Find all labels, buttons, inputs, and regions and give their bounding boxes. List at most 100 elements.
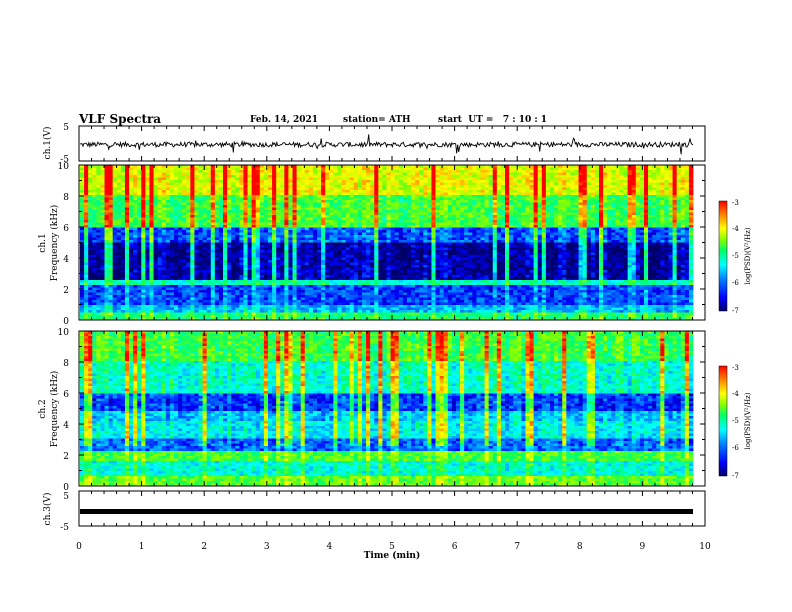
spectrogram-cell bbox=[105, 198, 109, 201]
spectrogram-cell bbox=[170, 210, 174, 213]
spectrogram-cell bbox=[513, 208, 517, 211]
spectrogram-cell bbox=[505, 240, 509, 243]
spectrogram-cell bbox=[297, 170, 301, 173]
spectrogram-cell bbox=[574, 240, 578, 243]
spectrogram-cell bbox=[194, 235, 198, 238]
spectrogram-cell bbox=[137, 245, 141, 248]
spectrogram-cell bbox=[574, 200, 578, 203]
spectrogram-cell bbox=[113, 225, 117, 228]
spectrogram-cell bbox=[579, 175, 583, 178]
spectrogram-cell bbox=[243, 170, 247, 173]
spectrogram-cell bbox=[256, 175, 260, 178]
spectrogram-cell bbox=[276, 223, 280, 226]
spectrogram-cell bbox=[632, 175, 636, 178]
spectrogram-cell bbox=[288, 183, 292, 186]
spectrogram-cell bbox=[149, 218, 153, 221]
spectrogram-cell bbox=[444, 198, 448, 201]
spectrogram-cell bbox=[681, 180, 685, 183]
spectrogram-cell bbox=[436, 210, 440, 213]
spectrogram-cell bbox=[542, 180, 546, 183]
spectrogram-cell bbox=[243, 248, 247, 251]
spectrogram-cell bbox=[358, 240, 362, 243]
spectrogram-cell bbox=[166, 180, 170, 183]
spectrogram-cell bbox=[170, 203, 174, 206]
spectrogram-cell bbox=[239, 215, 243, 218]
spectrogram-cell bbox=[105, 183, 109, 186]
spectrogram-cell bbox=[615, 185, 619, 188]
spectrogram-cell bbox=[664, 233, 668, 236]
spectrogram-cell bbox=[456, 168, 460, 171]
spectrogram-cell bbox=[260, 215, 264, 218]
spectrogram-cell bbox=[468, 213, 472, 216]
spectrogram-cell bbox=[92, 215, 96, 218]
spectrogram-cell bbox=[570, 188, 574, 191]
spectrogram-cell bbox=[603, 233, 607, 236]
spectrogram-cell bbox=[436, 168, 440, 171]
spectrogram-cell bbox=[145, 203, 149, 206]
spectrogram-cell bbox=[199, 213, 203, 216]
spectrogram-cell bbox=[346, 195, 350, 198]
spectrogram-cell bbox=[305, 188, 309, 191]
spectrogram-cell bbox=[505, 183, 509, 186]
spectrogram-cell bbox=[660, 170, 664, 173]
spectrogram-cell bbox=[219, 213, 223, 216]
spectrogram-cell bbox=[215, 173, 219, 176]
spectrogram-cell bbox=[256, 188, 260, 191]
spectrogram-cell bbox=[493, 228, 497, 231]
spectrogram-cell bbox=[129, 185, 133, 188]
spectrogram-cell bbox=[141, 198, 145, 201]
spectrogram-cell bbox=[223, 170, 227, 173]
spectrogram-cell bbox=[542, 233, 546, 236]
spectrogram-cell bbox=[350, 225, 354, 228]
spectrogram-cell bbox=[681, 195, 685, 198]
spectrogram-cell bbox=[566, 238, 570, 241]
spectrogram-cell bbox=[619, 175, 623, 178]
spectrogram-cell bbox=[399, 180, 403, 183]
spectrogram-cell bbox=[105, 240, 109, 243]
spectrogram-cell bbox=[444, 190, 448, 193]
spectrogram-cell bbox=[276, 200, 280, 203]
spectrogram-cell bbox=[211, 240, 215, 243]
spectrogram-cell bbox=[133, 178, 137, 181]
spectrogram-cell bbox=[513, 230, 517, 233]
spectrogram-cell bbox=[342, 195, 346, 198]
spectrogram-cell bbox=[358, 235, 362, 238]
spectrogram-cell bbox=[615, 218, 619, 221]
spectrogram-cell bbox=[92, 243, 96, 246]
spectrogram-cell bbox=[574, 230, 578, 233]
spectrogram-cell bbox=[505, 173, 509, 176]
spectrogram-cell bbox=[493, 243, 497, 246]
spectrogram-cell bbox=[452, 210, 456, 213]
spectrogram-cell bbox=[652, 178, 656, 181]
spectrogram-cell bbox=[382, 188, 386, 191]
spectrogram-cell bbox=[427, 200, 431, 203]
spectrogram-cell bbox=[603, 178, 607, 181]
spectrogram-cell bbox=[558, 168, 562, 171]
spectrogram-cell bbox=[215, 170, 219, 173]
spectrogram-cell bbox=[133, 230, 137, 233]
spectrogram-cell bbox=[166, 240, 170, 243]
spectrogram-cell bbox=[640, 230, 644, 233]
spectrogram-cell bbox=[223, 228, 227, 231]
spectrogram-cell bbox=[407, 215, 411, 218]
spectrogram-cell bbox=[105, 228, 109, 231]
spectrogram-cell bbox=[100, 235, 104, 238]
spectrogram-cell bbox=[485, 180, 489, 183]
spectrogram-cell bbox=[436, 198, 440, 201]
spectrogram-cell bbox=[182, 208, 186, 211]
spectrogram-cell bbox=[476, 245, 480, 248]
spectrogram-cell bbox=[149, 198, 153, 201]
spectrogram-cell bbox=[382, 223, 386, 226]
spectrogram-cell bbox=[113, 188, 117, 191]
spectrogram-cell bbox=[587, 243, 591, 246]
spectrogram-cell bbox=[260, 220, 264, 223]
spectrogram-cell bbox=[423, 183, 427, 186]
spectrogram-cell bbox=[681, 178, 685, 181]
spectrogram-cell bbox=[370, 243, 374, 246]
spectrogram-cell bbox=[317, 203, 321, 206]
spectrogram-cell bbox=[92, 235, 96, 238]
spectrogram-cell bbox=[346, 235, 350, 238]
spectrogram-cell bbox=[333, 243, 337, 246]
spectrogram-cell bbox=[80, 228, 84, 231]
spectrogram-cell bbox=[162, 193, 166, 196]
